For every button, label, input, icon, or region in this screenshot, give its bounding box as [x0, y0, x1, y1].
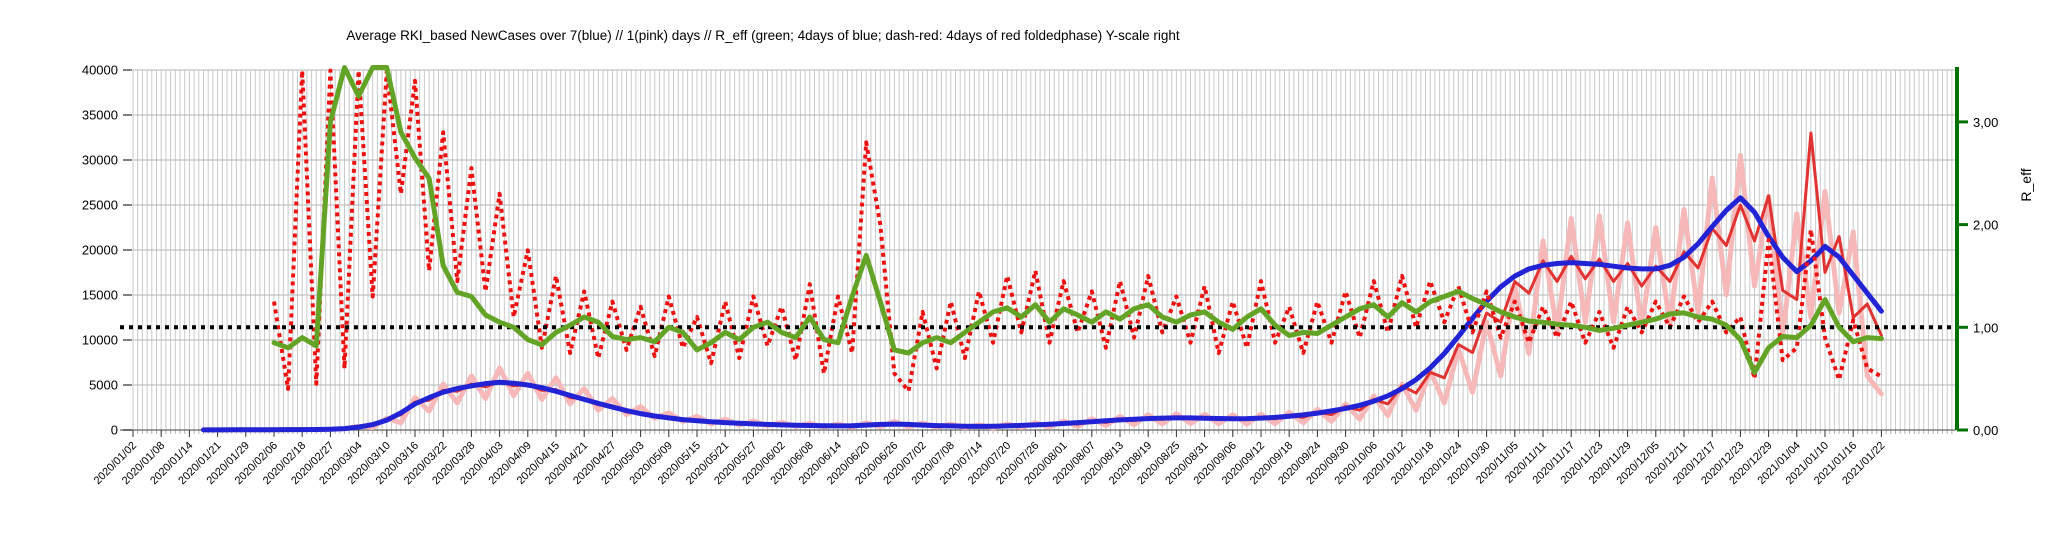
y-left-label: 15000	[82, 288, 118, 303]
series-r_eff_raw_dash_red	[272, 68, 1883, 393]
case-series-lines	[201, 131, 1884, 433]
y-left-label: 40000	[82, 63, 118, 78]
axes-and-ticks	[120, 67, 1968, 437]
y-left-label: 20000	[82, 243, 118, 258]
y-left-label: 0	[111, 423, 118, 438]
y-right-label: 1,00	[1973, 320, 1998, 335]
right-axis-title: R_eff	[2018, 168, 2034, 201]
y-left-label: 25000	[82, 198, 118, 213]
y-left-label: 10000	[82, 333, 118, 348]
y-right-label: 2,00	[1973, 218, 1998, 233]
y-left-label: 35000	[82, 108, 118, 123]
chart-title: Average RKI_based NewCases over 7(blue) …	[346, 28, 1179, 43]
series-new_cases_avg_7day_blue	[201, 195, 1884, 433]
y-left-label: 30000	[82, 153, 118, 168]
y-right-label: 3,00	[1973, 115, 1998, 130]
reff-series-lines	[120, 65, 1956, 393]
series-r_eff_smooth_green	[271, 65, 1884, 375]
y-right-label: 0,00	[1973, 423, 1998, 438]
y-left-label: 5000	[89, 378, 118, 393]
